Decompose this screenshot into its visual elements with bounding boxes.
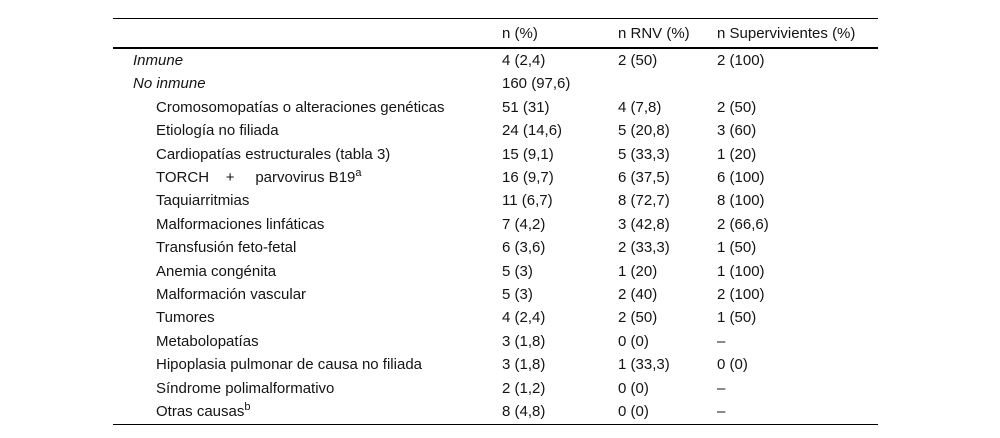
cell-n: 4 (2,4) xyxy=(502,309,546,327)
cell-n: 15 (9,1) xyxy=(502,145,554,163)
table-row: Taquiarritmias 11 (6,7) 8 (72,7) 8 (100) xyxy=(113,189,878,212)
table-row: No inmune 160 (97,6) xyxy=(113,72,878,95)
header-n: n (%) xyxy=(502,24,538,42)
header-row: n (%) n RNV (%) n Supervivientes (%) xyxy=(113,19,878,49)
cell-n: 4 (2,4) xyxy=(502,52,546,69)
cell-rnv: 2 (50) xyxy=(618,309,658,327)
cell-n: 7 (4,2) xyxy=(502,215,546,233)
header-rnv: n RNV (%) xyxy=(618,24,690,42)
header-supervivientes: n Supervivientes (%) xyxy=(717,24,856,42)
table-row: TORCH + parvovirus B19a 16 (9,7) 6 (37,5) 6… xyxy=(113,166,878,189)
row-label: Malformaciones linfáticas xyxy=(156,215,325,233)
cell-rnv: 2 (33,3) xyxy=(618,239,670,257)
row-label: Taquiarritmias xyxy=(156,192,250,210)
row-label: Cromosomopatías o alteraciones genéticas xyxy=(156,98,445,116)
cell-supervivientes: 2 (50) xyxy=(717,98,757,116)
cell-n: 11 (6,7) xyxy=(502,192,553,210)
cell-rnv: 2 (40) xyxy=(618,286,658,304)
table-row: Tumores 4 (2,4) 2 (50) 1 (50) xyxy=(113,306,878,329)
cell-rnv: 0 (0) xyxy=(618,403,649,421)
row-label: Metabolopatías xyxy=(156,332,259,350)
cell-supervivientes: 8 (100) xyxy=(717,192,765,210)
table-row: Inmune 4 (2,4) 2 (50) 2 (100) xyxy=(113,48,878,72)
cell-supervivientes: 1 (50) xyxy=(717,309,757,327)
cell-supervivientes: 0 (0) xyxy=(717,356,748,374)
row-label: Inmune xyxy=(133,52,184,69)
table-row: Malformaciones linfáticas 7 (4,2) 3 (42,8)… xyxy=(113,213,878,236)
row-label: Síndrome polimalformativo xyxy=(156,379,335,397)
row-label: Otras causasb xyxy=(156,401,251,421)
row-label: TORCH + parvovirus B19a xyxy=(156,167,362,187)
cell-supervivientes: 3 (60) xyxy=(717,122,757,140)
table-row: Metabolopatías 3 (1,8) 0 (0) – xyxy=(113,330,878,353)
row-label: Cardiopatías estructurales (tabla 3) xyxy=(156,145,391,163)
table-row: Síndrome polimalformativo 2 (1,2) 0 (0) – xyxy=(113,377,878,400)
cell-n: 24 (14,6) xyxy=(502,122,563,140)
table-body: Inmune 4 (2,4) 2 (50) 2 (100) No inmune 160 (… xyxy=(113,48,878,424)
cell-rnv: 3 (42,8) xyxy=(618,215,670,233)
cell-rnv: 0 (0) xyxy=(618,332,649,350)
cell-supervivientes xyxy=(717,72,878,95)
footnote-marker: a xyxy=(355,167,362,180)
cell-supervivientes: 2 (100) xyxy=(717,286,765,304)
row-label: Tumores xyxy=(156,309,215,327)
table-row: Cardiopatías estructurales (tabla 3) 15 (… xyxy=(113,143,878,166)
table-header: n (%) n RNV (%) n Supervivientes (%) xyxy=(113,19,878,49)
cell-rnv: 1 (20) xyxy=(618,262,658,280)
cell-supervivientes: 2 (66,6) xyxy=(717,215,769,233)
cell-n: 8 (4,8) xyxy=(502,403,546,421)
cell-n: 3 (1,8) xyxy=(502,356,546,374)
table-row: Transfusión feto-fetal 6 (3,6) 2 (33,3) 1 (… xyxy=(113,236,878,259)
cell-n: 51 (31) xyxy=(502,98,550,116)
cell-rnv: 2 (50) xyxy=(618,52,658,69)
cell-n: 5 (3) xyxy=(502,262,533,280)
cell-rnv xyxy=(618,72,717,95)
cell-n: 160 (97,6) xyxy=(502,75,571,93)
row-label: Transfusión feto-fetal xyxy=(156,239,297,257)
cell-n: 6 (3,6) xyxy=(502,239,546,257)
header-empty-cell xyxy=(113,19,502,49)
cell-supervivientes: 6 (100) xyxy=(717,169,765,187)
cell-n: 5 (3) xyxy=(502,286,533,304)
table-row: Anemia congénita 5 (3) 1 (20) 1 (100) xyxy=(113,260,878,283)
row-label: Hipoplasia pulmonar de causa no filiada xyxy=(156,356,423,374)
cell-rnv: 6 (37,5) xyxy=(618,169,670,187)
cell-supervivientes: 1 (20) xyxy=(717,145,757,163)
etiology-table: n (%) n RNV (%) n Supervivientes (%) Inm… xyxy=(113,18,878,425)
cell-rnv: 5 (20,8) xyxy=(618,122,670,140)
table-row: Hipoplasia pulmonar de causa no filiada 3… xyxy=(113,353,878,376)
table-row: Etiología no filiada 24 (14,6) 5 (20,8) 3 (… xyxy=(113,119,878,142)
cell-supervivientes: – xyxy=(717,403,726,421)
cell-supervivientes: 1 (100) xyxy=(717,262,765,280)
cell-rnv: 8 (72,7) xyxy=(618,192,670,210)
cell-n: 3 (1,8) xyxy=(502,332,546,350)
row-label: Etiología no filiada xyxy=(156,122,279,140)
table-row: Cromosomopatías o alteraciones genéticas… xyxy=(113,96,878,119)
cell-n: 2 (1,2) xyxy=(502,379,546,397)
row-label: Malformación vascular xyxy=(156,286,307,304)
cell-rnv: 0 (0) xyxy=(618,379,649,397)
cell-rnv: 1 (33,3) xyxy=(618,356,670,374)
table-row: Malformación vascular 5 (3) 2 (40) 2 (100) xyxy=(113,283,878,306)
row-label: Anemia congénita xyxy=(156,262,277,280)
footnote-marker: b xyxy=(244,401,251,414)
data-table: n (%) n RNV (%) n Supervivientes (%) Inm… xyxy=(113,18,878,425)
cell-rnv: 5 (33,3) xyxy=(618,145,670,163)
cell-supervivientes: – xyxy=(717,332,726,350)
table-row: Otras causasb 8 (4,8) 0 (0) – xyxy=(113,400,878,424)
cell-supervivientes: 2 (100) xyxy=(717,52,765,69)
cell-rnv: 4 (7,8) xyxy=(618,98,662,116)
row-label: No inmune xyxy=(133,75,206,93)
cell-supervivientes: 1 (50) xyxy=(717,239,757,257)
cell-n: 16 (9,7) xyxy=(502,169,554,187)
cell-supervivientes: – xyxy=(717,379,726,397)
